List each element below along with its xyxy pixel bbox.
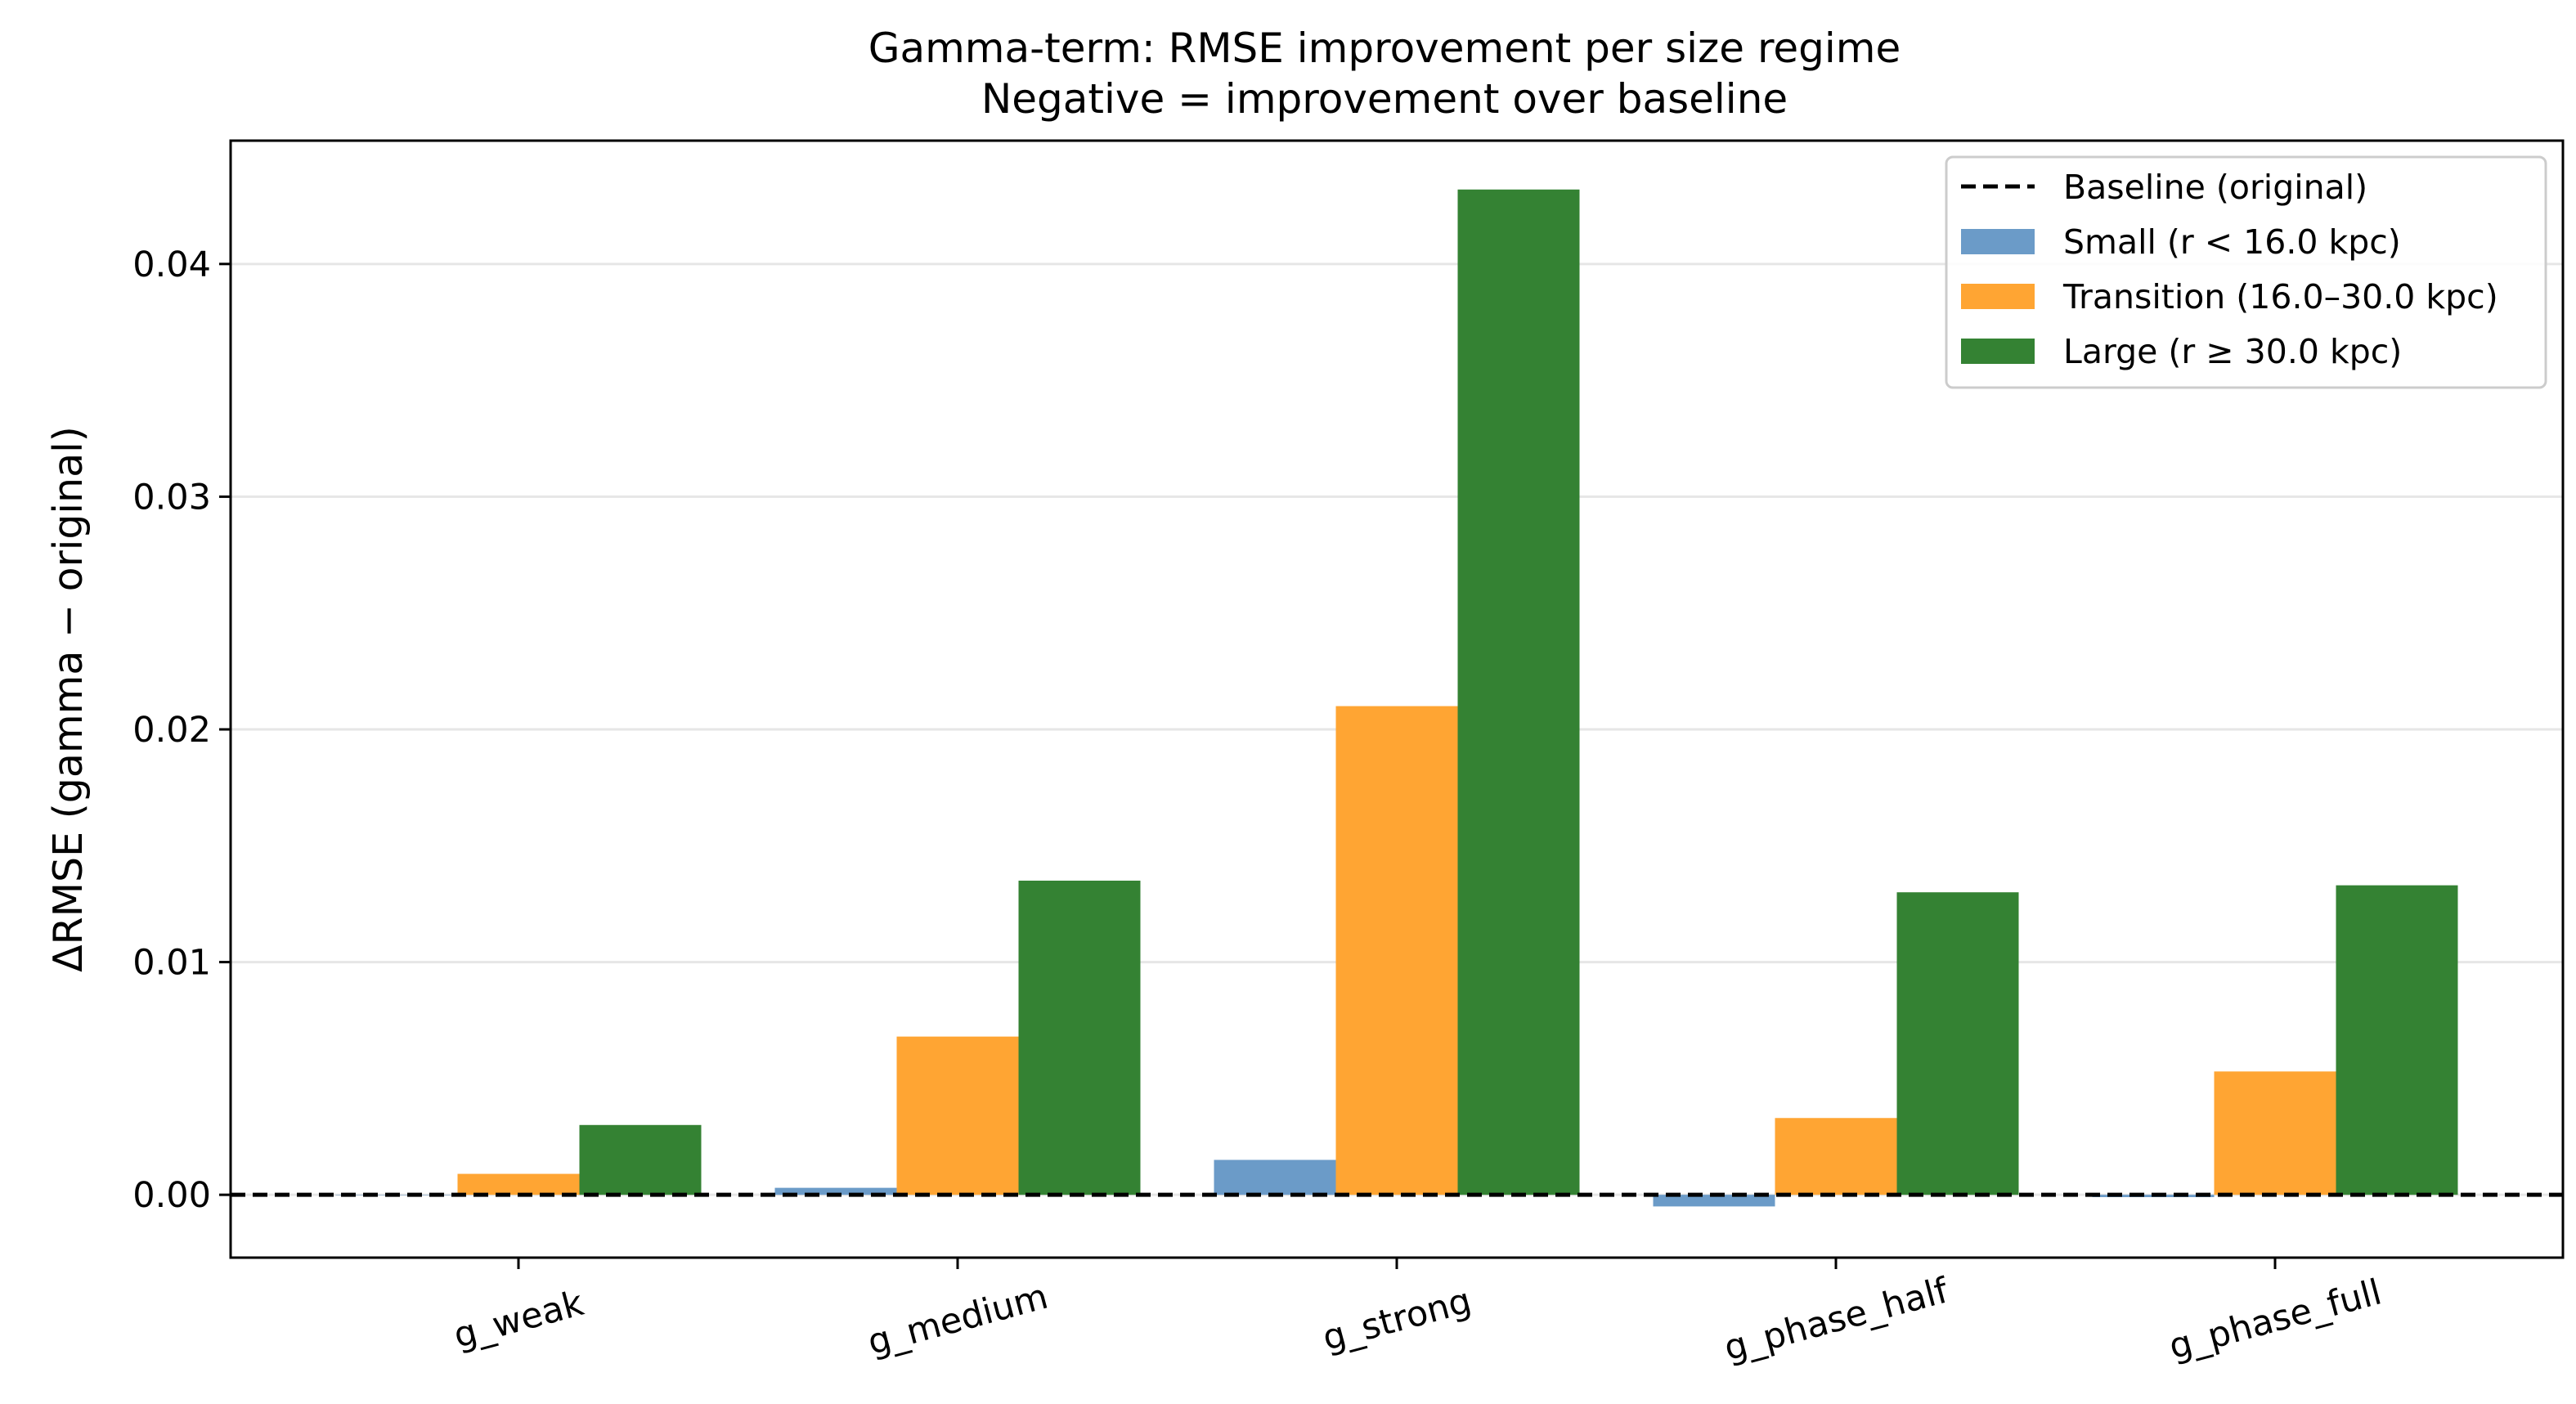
bar-large [1457,189,1580,1195]
legend: Baseline (original) Small (r < 16.0 kpc)… [1945,155,2547,389]
chart-title: Gamma-term: RMSE improvement per size re… [868,25,1901,72]
legend-baseline-label: Baseline (original) [2063,168,2367,207]
bar-small [1214,1160,1336,1195]
y-axis: 0.00 0.01 0.02 0.03 0.04 [132,244,231,1216]
bar-transition [457,1173,580,1195]
legend-transition-swatch [1961,284,2035,309]
y-tick-label: 0.02 [132,710,211,751]
bar-large [1896,892,2019,1195]
y-tick-label: 0.00 [132,1175,211,1216]
legend-frame [1945,155,2547,389]
legend-small-swatch [1961,229,2035,254]
bar-small [774,1187,897,1195]
bar-large [1018,880,1141,1195]
y-tick-label: 0.01 [132,943,211,984]
chart-subtitle: Negative = improvement over baseline [981,75,1788,123]
bar-transition [2214,1071,2336,1195]
y-tick-label: 0.03 [132,477,211,518]
bar-transition [1775,1118,1897,1195]
y-axis-label: ΔRMSE (gamma − original) [45,426,92,972]
legend-small-label: Small (r < 16.0 kpc) [2063,222,2401,262]
legend-large-swatch [1961,339,2035,364]
bar-transition [1335,706,1458,1195]
y-tick-label: 0.04 [132,244,211,285]
bar-small [1653,1195,1775,1207]
bar-large [579,1124,702,1195]
legend-large-label: Large (r ≥ 30.0 kpc) [2063,332,2402,371]
bar-large [2336,885,2458,1195]
bars [335,189,2458,1207]
bar-transition [896,1036,1019,1195]
legend-transition-label: Transition (16.0–30.0 kpc) [2062,277,2498,316]
